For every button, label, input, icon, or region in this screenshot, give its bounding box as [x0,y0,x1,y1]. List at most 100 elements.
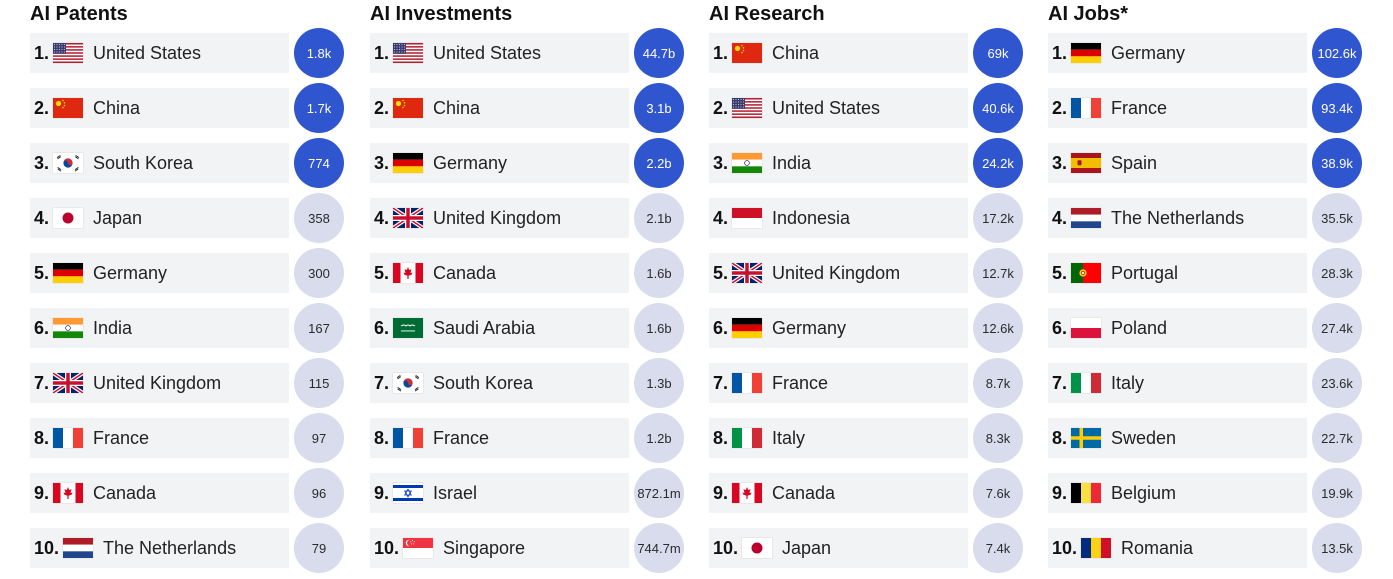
table-row: 9. Canada 7.6k [709,468,1029,518]
value-badge: 2.1b [634,193,684,243]
in-flag-icon [53,318,83,338]
table-row: 4. Japan 358 [30,193,350,243]
rank-label: 5. [1052,263,1068,283]
value-badge: 744.7m [634,523,684,573]
value-badge: 8.3k [973,413,1023,463]
country-name: South Korea [433,373,534,393]
country-name: Saudi Arabia [433,318,536,338]
country-name: Germany [772,318,847,338]
country-name: United Kingdom [772,263,901,283]
rank-label: 6. [1052,318,1068,338]
rank-label: 5. [713,263,729,283]
pl-flag-icon [1071,318,1101,338]
table-title: AI Research [709,3,825,25]
table-row: 1. Germany 102.6k [1048,28,1368,78]
value-badge: 23.6k [1312,358,1362,408]
us-flag-icon [732,98,762,118]
rank-label: 3. [1052,153,1068,173]
country-name: France [93,428,150,448]
table-row: 5. United Kingdom 12.7k [709,248,1029,298]
rank-label: 8. [374,428,390,448]
rank-label: 7. [34,373,50,393]
value-badge: 2.2b [634,138,684,188]
country-name: Portugal [1111,263,1179,283]
it-flag-icon [732,428,762,448]
country-name: Canada [433,263,497,283]
country-name: China [433,98,481,118]
country-name: Singapore [443,538,526,558]
table-title: AI Patents [30,3,128,25]
table-row: 4. United Kingdom 2.1b [370,193,690,243]
table-row: 3. Spain 38.9k [1048,138,1368,188]
value-badge: 17.2k [973,193,1023,243]
de-flag-icon [1071,43,1101,63]
country-name: South Korea [93,153,194,173]
gb-flag-icon [53,373,83,393]
ro-flag-icon [1081,538,1111,558]
value-badge: 93.4k [1312,83,1362,133]
rank-label: 2. [713,98,729,118]
country-name: Poland [1111,318,1168,338]
rank-label: 1. [1052,43,1068,63]
table-row: 3. South Korea 774 [30,138,350,188]
country-name: Israel [433,483,478,503]
country-name: India [93,318,133,338]
country-name: Spain [1111,153,1158,173]
value-badge: 102.6k [1312,28,1362,78]
in-flag-icon [732,153,762,173]
value-badge: 1.6b [634,303,684,353]
country-name: The Netherlands [103,538,237,558]
rank-label: 6. [713,318,729,338]
fr-flag-icon [732,373,762,393]
table-row: 7. South Korea 1.3b [370,358,690,408]
value-badge: 872.1m [634,468,684,518]
value-badge: 69k [973,28,1023,78]
table-row: 8. France 97 [30,413,350,463]
rank-label: 4. [374,208,390,228]
country-name: Germany [433,153,508,173]
ca-flag-icon [732,483,762,503]
id-flag-icon [732,208,762,228]
table-row: 9. Israel 872.1m [370,468,690,518]
jp-flag-icon [742,538,772,558]
nl-flag-icon [63,538,93,558]
de-flag-icon [393,153,423,173]
rank-label: 4. [713,208,729,228]
rank-label: 2. [374,98,390,118]
country-name: France [433,428,490,448]
rank-label: 9. [713,483,729,503]
table-row: 7. Italy 23.6k [1048,358,1368,408]
value-badge: 44.7b [634,28,684,78]
table-row: 8. France 1.2b [370,413,690,463]
table-row: 6. Germany 12.6k [709,303,1029,353]
value-badge: 79 [294,523,344,573]
value-badge: 97 [294,413,344,463]
table-row: 1. China 69k [709,28,1029,78]
table-row: 1. United States 44.7b [370,28,690,78]
table-row: 9. Belgium 19.9k [1048,468,1368,518]
table-row: 4. Indonesia 17.2k [709,193,1029,243]
table-row: 8. Sweden 22.7k [1048,413,1368,463]
value-badge: 1.7k [294,83,344,133]
ca-flag-icon [393,263,423,283]
rank-label: 2. [1052,98,1068,118]
table-title: AI Investments [370,3,513,25]
rank-label: 10. [374,538,400,558]
gb-flag-icon [393,208,423,228]
value-badge: 24.2k [973,138,1023,188]
rank-label: 1. [34,43,50,63]
value-badge: 1.6b [634,248,684,298]
fr-flag-icon [393,428,423,448]
table-row: 10. Japan 7.4k [709,523,1029,573]
rank-label: 6. [34,318,50,338]
rank-label: 10. [713,538,739,558]
country-name: United States [772,98,881,118]
gb-flag-icon [732,263,762,283]
us-flag-icon [393,43,423,63]
rank-label: 9. [374,483,390,503]
table-row: 2. China 3.1b [370,83,690,133]
ca-flag-icon [53,483,83,503]
country-name: Romania [1121,538,1194,558]
table-row: 1. United States 1.8k [30,28,350,78]
rank-label: 5. [374,263,390,283]
